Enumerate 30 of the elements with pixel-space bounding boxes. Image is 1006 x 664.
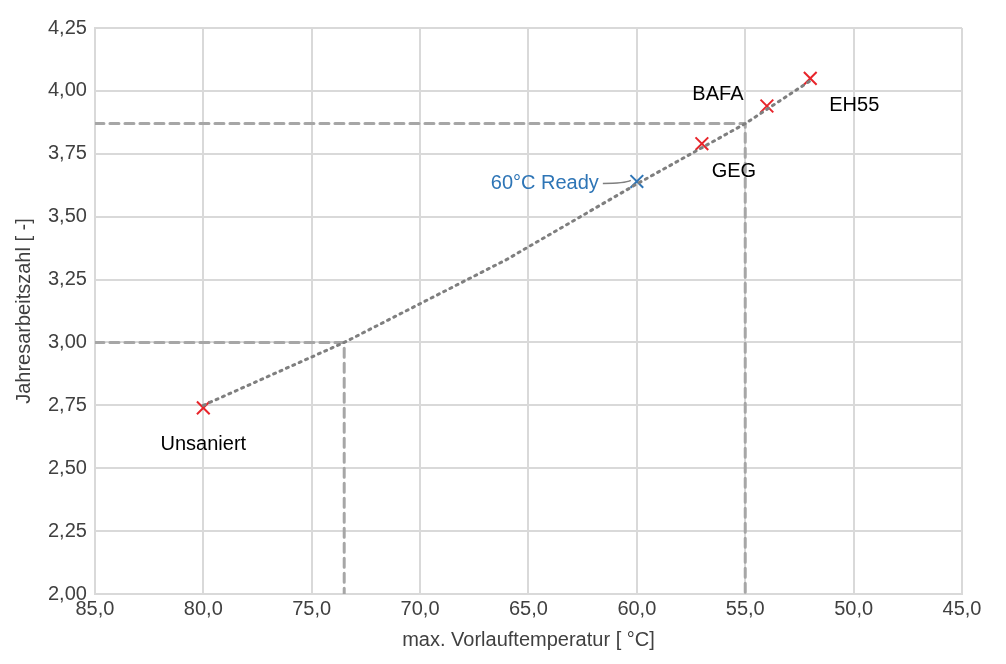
annotation: BAFA (692, 82, 745, 105)
y-tick-label: 3,25 (47, 267, 87, 290)
x-tick-label: 75,0 (292, 596, 332, 619)
x-tick-label: 55,0 (725, 596, 765, 619)
x-tick-label: 80,0 (183, 596, 223, 619)
y-tick-label: 3,75 (47, 141, 87, 164)
x-tick-label: 60,0 (617, 596, 657, 619)
point (759, 98, 775, 114)
y-tick-label: 4,00 (47, 78, 87, 101)
y-tick-label: 3,00 (47, 329, 87, 352)
x-tick-label: 70,0 (400, 596, 440, 619)
x-tick-label: 45,0 (942, 596, 982, 619)
y-tick-label: 2,50 (47, 455, 87, 478)
annotation: GEG (711, 159, 757, 182)
x-tick-label: 65,0 (508, 596, 548, 619)
x-axis-title: max. Vorlauftemperatur [ °C] (402, 627, 655, 650)
point (629, 174, 645, 189)
annotation: EH55 (829, 92, 880, 115)
x-tick-label: 50,0 (834, 596, 874, 619)
y-tick-label: 4,25 (47, 15, 87, 38)
y-tick-label: 2,75 (47, 392, 87, 415)
line-series (201, 79, 812, 407)
y-tick-label: 2,25 (47, 518, 87, 541)
point (802, 70, 818, 86)
annotation: Unsaniert (160, 432, 247, 455)
y-tick-label: 3,50 (47, 204, 87, 227)
point (694, 136, 710, 152)
annotation: 60°C Ready (490, 170, 599, 193)
point (195, 400, 211, 416)
y-axis-title: Jahresarbeitszahl [ -] (11, 218, 34, 404)
